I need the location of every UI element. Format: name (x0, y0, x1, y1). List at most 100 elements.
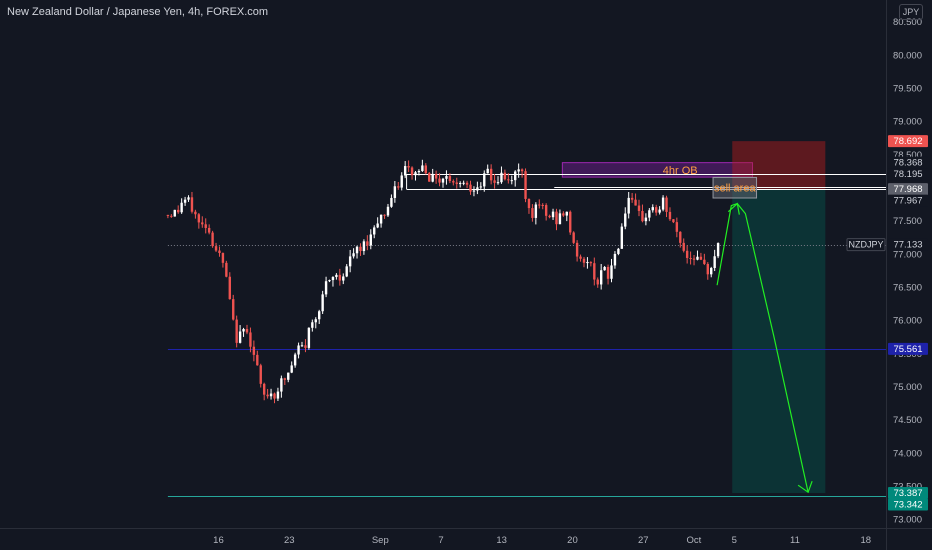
candle-body-61 (376, 223, 379, 228)
candle-body-76 (428, 173, 431, 182)
price-label-bg-8 (888, 498, 928, 511)
candle-body-139 (644, 217, 648, 222)
candle-body-129 (610, 265, 613, 279)
x-tick-5: 20 (567, 535, 578, 546)
candle-body-115 (562, 213, 565, 216)
candle-body-70 (407, 166, 410, 168)
candle-body-111 (548, 215, 551, 218)
candle-body-79 (438, 178, 441, 183)
candle-body-118 (572, 232, 575, 243)
candle-body-133 (624, 213, 627, 227)
candle-body-83 (452, 181, 455, 183)
x-tick-10: 18 (860, 535, 871, 546)
x-tick-9: 11 (790, 535, 800, 546)
candle-body-126 (599, 270, 603, 285)
candle-body-7 (190, 197, 194, 212)
candle-body-58 (366, 241, 369, 246)
x-tick-3: 7 (438, 535, 443, 546)
candle-body-92 (483, 173, 486, 187)
projection-path (716, 202, 809, 493)
candle-body-143 (658, 209, 661, 213)
candle-body-122 (586, 262, 589, 264)
candle-body-32 (276, 391, 280, 399)
y-tick-6: 77.500 (893, 216, 922, 227)
projection-arrow-down (797, 480, 813, 494)
candle-body-23 (245, 329, 249, 333)
candle-body-87 (465, 182, 469, 185)
zone-0 (561, 162, 753, 178)
y-tick-0: 80.500 (893, 17, 922, 28)
candle-body-54 (352, 253, 355, 257)
candle-body-80 (441, 178, 445, 183)
candle-body-77 (431, 173, 434, 182)
chart-title: New Zealand Dollar / Japanese Yen, 4h, F… (7, 6, 269, 18)
candle-body-147 (672, 219, 675, 223)
candle-body-84 (455, 182, 458, 184)
candle-body-43 (314, 319, 317, 323)
candle-body-120 (579, 256, 582, 259)
price-label-3: 77.968 (893, 184, 922, 195)
currency-badge[interactable]: JPY (899, 4, 923, 20)
candle-body-52 (345, 266, 348, 277)
candle-body-11 (204, 224, 207, 228)
candle-body-45 (321, 294, 324, 312)
candle-body-39 (300, 345, 304, 347)
candle-body-109 (541, 204, 544, 206)
candle-body-125 (596, 279, 599, 285)
y-tick-1: 80.000 (893, 50, 922, 61)
candle-body-71 (410, 167, 414, 176)
candle-body-119 (575, 242, 579, 257)
candle-body-35 (287, 372, 290, 380)
price-label-bg-2 (888, 168, 928, 181)
candle-body-72 (414, 172, 417, 176)
candle-body-137 (637, 205, 641, 211)
horizontal-lines-layer (167, 174, 886, 497)
candle-body-18 (228, 276, 231, 300)
symbol-label-bg (846, 238, 886, 252)
price-label-bg-0 (888, 135, 928, 148)
candle-body-124 (593, 263, 596, 280)
candle-body-95 (493, 180, 496, 183)
candle-body-157 (706, 263, 709, 275)
price-label-7: 73.387 (893, 488, 922, 499)
candles-layer: sell area (166, 159, 758, 404)
candle-body-153 (692, 258, 696, 260)
candle-body-136 (634, 199, 637, 206)
price-label-1: 78.368 (893, 158, 922, 169)
candle-body-27 (259, 365, 262, 384)
candle-body-88 (469, 184, 472, 192)
price-label-8: 73.342 (893, 500, 922, 511)
y-tick-7: 77.000 (893, 249, 922, 260)
y-tick-13: 74.000 (893, 448, 922, 459)
candle-body-154 (696, 256, 699, 260)
candle-body-98 (503, 172, 507, 180)
candle-body-36 (290, 365, 293, 373)
candle-body-112 (551, 211, 555, 218)
price-label-5: 77.133 (893, 240, 922, 251)
y-tick-4: 78.500 (893, 150, 922, 161)
time-axis[interactable]: 16 23 Sep 7 13 20 27 Oct 5 11 18 (213, 535, 871, 546)
projection-layer (716, 202, 813, 494)
candle-body-13 (211, 232, 214, 247)
y-tick-11: 75.000 (893, 382, 922, 393)
price-label-bg-6 (888, 342, 928, 355)
candle-body-67 (397, 186, 400, 188)
candle-body-26 (256, 354, 259, 366)
candle-body-85 (458, 183, 462, 185)
candle-body-106 (531, 208, 534, 218)
price-label-6: 75.561 (893, 344, 922, 355)
candle-body-1 (170, 215, 173, 217)
candle-body-141 (651, 207, 654, 211)
price-label-bg-7 (888, 487, 928, 500)
x-tick-0: 16 (213, 535, 224, 546)
candle-body-149 (679, 231, 682, 243)
candle-body-47 (328, 280, 331, 282)
y-tick-8: 76.500 (893, 283, 922, 294)
candle-body-59 (369, 234, 372, 246)
candle-body-64 (386, 206, 390, 216)
candle-body-21 (238, 331, 242, 343)
x-tick-4: 13 (496, 535, 507, 546)
candle-body-31 (273, 393, 276, 399)
